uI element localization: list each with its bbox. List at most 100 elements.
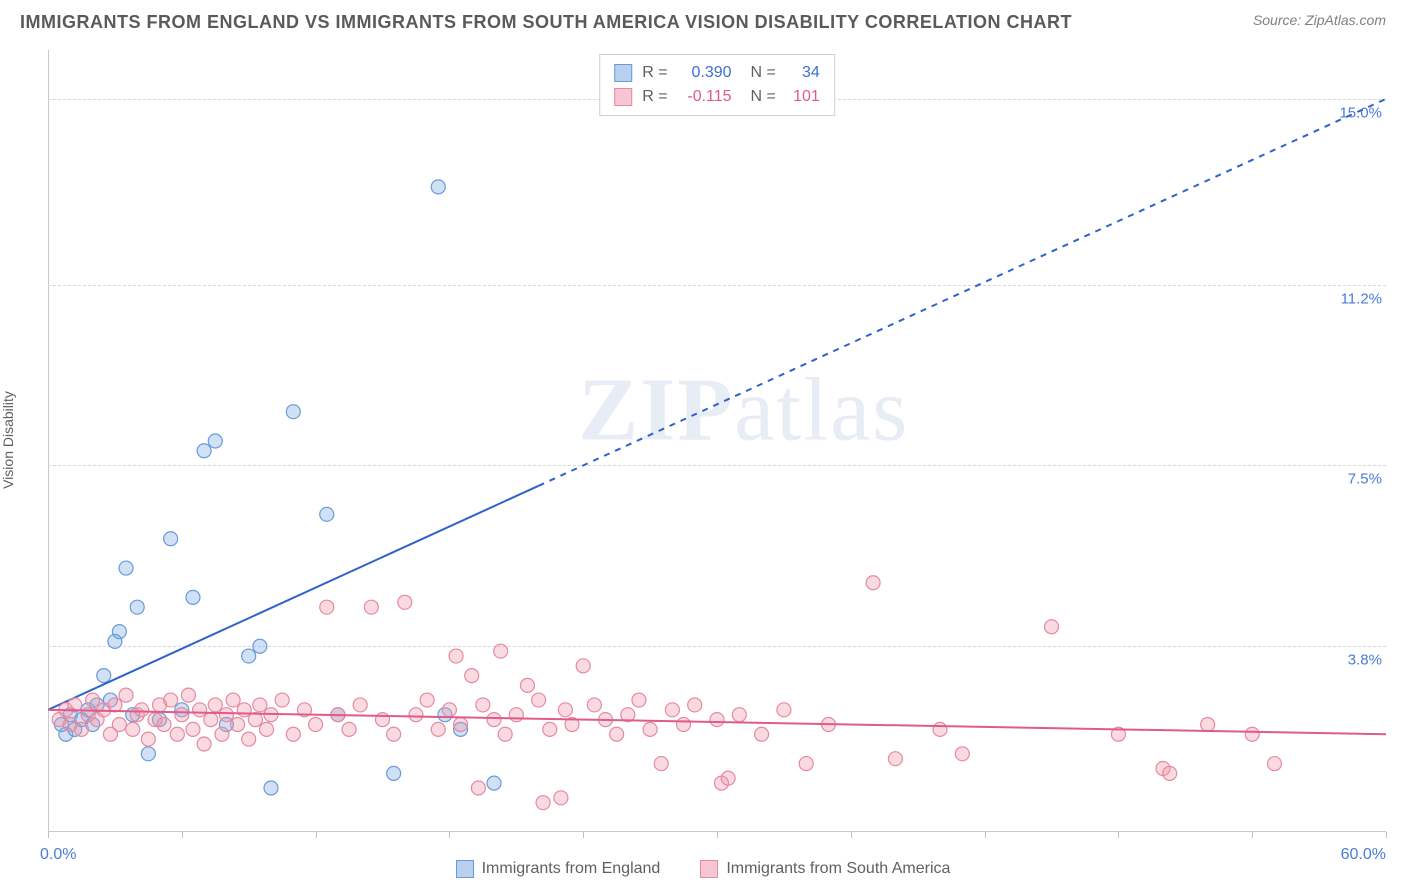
data-point xyxy=(130,600,144,614)
trend-line-dashed xyxy=(539,99,1386,486)
data-point xyxy=(86,693,100,707)
data-point xyxy=(732,708,746,722)
data-point xyxy=(1163,766,1177,780)
data-point xyxy=(471,781,485,795)
r-label: R = xyxy=(642,61,667,85)
data-point xyxy=(320,507,334,521)
x-tick xyxy=(1386,832,1387,838)
data-point xyxy=(866,576,880,590)
data-point xyxy=(204,713,218,727)
data-point xyxy=(576,659,590,673)
data-point xyxy=(193,703,207,717)
series-swatch xyxy=(614,64,632,82)
data-point xyxy=(353,698,367,712)
data-point xyxy=(175,708,189,722)
data-point xyxy=(208,434,222,448)
data-point xyxy=(253,698,267,712)
data-point xyxy=(449,649,463,663)
data-point xyxy=(219,708,233,722)
legend-swatch xyxy=(700,860,718,878)
data-point xyxy=(710,713,724,727)
x-tick xyxy=(182,832,183,838)
data-point xyxy=(320,600,334,614)
data-point xyxy=(431,180,445,194)
data-point xyxy=(777,703,791,717)
n-value: 101 xyxy=(786,85,820,109)
legend-item: Immigrants from England xyxy=(456,860,661,878)
data-point xyxy=(677,717,691,731)
data-point xyxy=(554,791,568,805)
data-point xyxy=(260,722,274,736)
data-point xyxy=(126,722,140,736)
data-point xyxy=(721,771,735,785)
r-value: -0.115 xyxy=(678,85,732,109)
legend-label: Immigrants from England xyxy=(482,860,661,878)
data-point xyxy=(888,752,902,766)
data-point xyxy=(231,717,245,731)
legend-label: Immigrants from South America xyxy=(726,860,950,878)
data-point xyxy=(420,693,434,707)
data-point xyxy=(309,717,323,731)
data-point xyxy=(342,722,356,736)
data-point xyxy=(264,781,278,795)
data-point xyxy=(74,722,88,736)
data-point xyxy=(536,796,550,810)
x-tick xyxy=(583,832,584,838)
data-point xyxy=(933,722,947,736)
chart-title: IMMIGRANTS FROM ENGLAND VS IMMIGRANTS FR… xyxy=(20,12,1072,33)
x-tick xyxy=(717,832,718,838)
x-tick xyxy=(851,832,852,838)
stats-row: R = -0.115 N = 101 xyxy=(614,85,820,109)
data-point xyxy=(237,703,251,717)
stats-legend-box: R =0.390 N =34R =-0.115 N =101 xyxy=(599,54,835,116)
r-label: R = xyxy=(642,85,667,109)
data-point xyxy=(119,561,133,575)
series-swatch xyxy=(614,88,632,106)
data-point xyxy=(186,722,200,736)
data-point xyxy=(520,678,534,692)
data-point xyxy=(465,669,479,683)
data-point xyxy=(955,747,969,761)
legend-swatch xyxy=(456,860,474,878)
data-point xyxy=(141,732,155,746)
x-tick xyxy=(985,832,986,838)
data-point xyxy=(186,590,200,604)
data-point xyxy=(275,693,289,707)
data-point xyxy=(164,693,178,707)
x-tick xyxy=(316,832,317,838)
data-point xyxy=(1268,757,1282,771)
data-point xyxy=(112,717,126,731)
data-point xyxy=(215,727,229,741)
data-point xyxy=(164,532,178,546)
data-point xyxy=(487,713,501,727)
data-point xyxy=(108,698,122,712)
n-label: N = xyxy=(742,85,776,109)
data-point xyxy=(632,693,646,707)
chart-area: ZIPatlas R =0.390 N =34R =-0.115 N =101 … xyxy=(48,50,1386,832)
x-tick xyxy=(1252,832,1253,838)
y-axis-label: Vision Disability xyxy=(0,391,16,489)
data-point xyxy=(141,747,155,761)
data-point xyxy=(409,708,423,722)
data-point xyxy=(253,639,267,653)
data-point xyxy=(431,722,445,736)
x-tick xyxy=(48,832,49,838)
data-point xyxy=(688,698,702,712)
stats-row: R =0.390 N =34 xyxy=(614,61,820,85)
x-tick xyxy=(449,832,450,838)
data-point xyxy=(119,688,133,702)
data-point xyxy=(498,727,512,741)
data-point xyxy=(442,703,456,717)
legend-item: Immigrants from South America xyxy=(700,860,950,878)
data-point xyxy=(226,693,240,707)
source-attribution: Source: ZipAtlas.com xyxy=(1253,12,1386,28)
r-value: 0.390 xyxy=(678,61,732,85)
data-point xyxy=(610,727,624,741)
data-point xyxy=(286,405,300,419)
data-point xyxy=(587,698,601,712)
data-point xyxy=(112,625,126,639)
data-point xyxy=(197,444,211,458)
data-point xyxy=(286,727,300,741)
data-point xyxy=(135,703,149,717)
data-point xyxy=(476,698,490,712)
